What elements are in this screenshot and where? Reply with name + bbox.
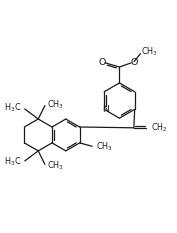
Text: O: O: [98, 58, 105, 67]
Text: O: O: [130, 58, 138, 67]
Text: CH$_3$: CH$_3$: [47, 98, 64, 110]
Text: CH$_2$: CH$_2$: [151, 122, 167, 134]
Text: CH$_3$: CH$_3$: [96, 140, 113, 153]
Text: H$_3$C: H$_3$C: [4, 155, 21, 168]
Text: CH$_3$: CH$_3$: [47, 159, 64, 172]
Text: CH$_3$: CH$_3$: [141, 45, 158, 58]
Text: H$_3$C: H$_3$C: [4, 102, 21, 114]
Text: N: N: [102, 105, 108, 114]
